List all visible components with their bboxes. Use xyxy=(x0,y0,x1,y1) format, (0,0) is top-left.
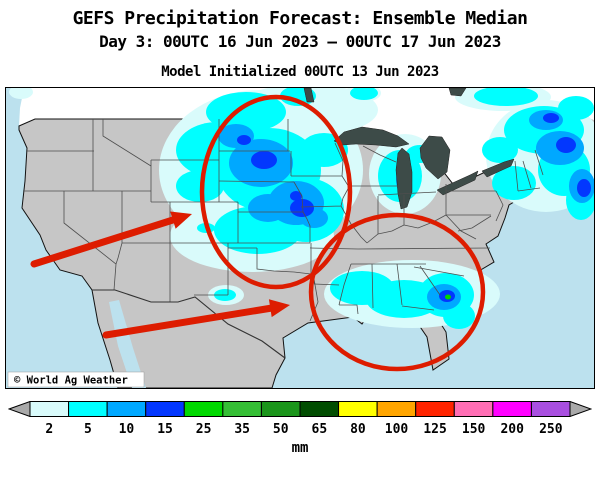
colorbar-tick-label: 2 xyxy=(45,422,54,437)
colorbar-tick-label: 80 xyxy=(350,422,366,437)
colorbar-cell xyxy=(338,401,378,417)
colorbar-tick-label: 15 xyxy=(157,422,173,437)
map-frame: © World Ag Weather xyxy=(5,87,595,389)
page-title: GEFS Precipitation Forecast: Ensemble Me… xyxy=(72,8,528,29)
colorbar-tick-label: 65 xyxy=(311,422,328,437)
watermark: © World Ag Weather xyxy=(7,371,145,388)
colorbar-tick-label: 125 xyxy=(423,422,447,437)
colorbar-tick-label: 10 xyxy=(118,422,135,437)
weather-map: © World Ag Weather xyxy=(6,88,594,388)
colorbar-end-arrow xyxy=(7,400,31,418)
colorbar-tick-label: 150 xyxy=(461,422,486,437)
colorbar: 2 5 10 15 25 35 50 65 80 100 125 150 200 250 mm xyxy=(7,400,593,456)
ocean xyxy=(6,88,594,388)
colorbar-tick-label: 250 xyxy=(539,422,563,437)
colorbar-tick-label: 35 xyxy=(234,422,250,437)
gulf-of-california xyxy=(109,300,146,388)
colorbar-end-arrow xyxy=(569,400,593,418)
colorbar-cell xyxy=(29,401,70,417)
valid-period-line: Day 3: 00UTC 16 Jun 2023 — 00UTC 17 Jun … xyxy=(99,32,501,51)
colorbar-scale xyxy=(7,400,593,418)
great-lakes xyxy=(303,88,515,210)
colorbar-tick-label: 50 xyxy=(272,422,289,437)
mexico-border xyxy=(92,289,286,359)
arrow-plains xyxy=(30,211,192,268)
colorbar-cell xyxy=(145,401,185,417)
unit-label: mm xyxy=(291,440,309,456)
colorbar-cell xyxy=(183,401,224,417)
highlight-circle-plains xyxy=(199,94,353,290)
colorbar-cell xyxy=(222,401,262,417)
precip-layer-15mm xyxy=(237,113,591,302)
precip-layer-25mm xyxy=(445,294,451,300)
colorbar-cell xyxy=(453,401,494,417)
highlight-circle-southeast xyxy=(308,212,486,372)
colorbar-cell xyxy=(68,401,108,417)
colorbar-bar xyxy=(7,400,593,418)
state-borders xyxy=(23,119,544,322)
colorbar-tick-label: 100 xyxy=(384,422,409,437)
arrow-southeast xyxy=(102,299,290,339)
header: GEFS Precipitation Forecast: Ensemble Me… xyxy=(0,8,600,80)
colorbar-cell xyxy=(492,401,532,417)
highlight-annotations xyxy=(199,94,486,372)
colorbar-cell xyxy=(376,401,417,417)
colorbar-tick-label: 5 xyxy=(83,422,92,437)
colorbar-cell xyxy=(415,401,455,417)
colorbar-cell xyxy=(530,401,571,417)
watermark-text: © World Ag Weather xyxy=(14,375,128,387)
model-init-line: Model Initialized 00UTC 13 Jun 2023 xyxy=(161,64,439,80)
colorbar-tick-labels: 2 5 10 15 25 35 50 65 80 100 125 150 200 250 xyxy=(8,422,592,437)
colorbar-cell xyxy=(106,401,147,417)
colorbar-cell xyxy=(260,401,301,417)
colorbar-tick-label: 200 xyxy=(500,422,524,437)
colorbar-cell xyxy=(299,401,340,417)
colorbar-tick-label: 25 xyxy=(195,422,212,437)
highlight-arrows xyxy=(30,211,290,339)
